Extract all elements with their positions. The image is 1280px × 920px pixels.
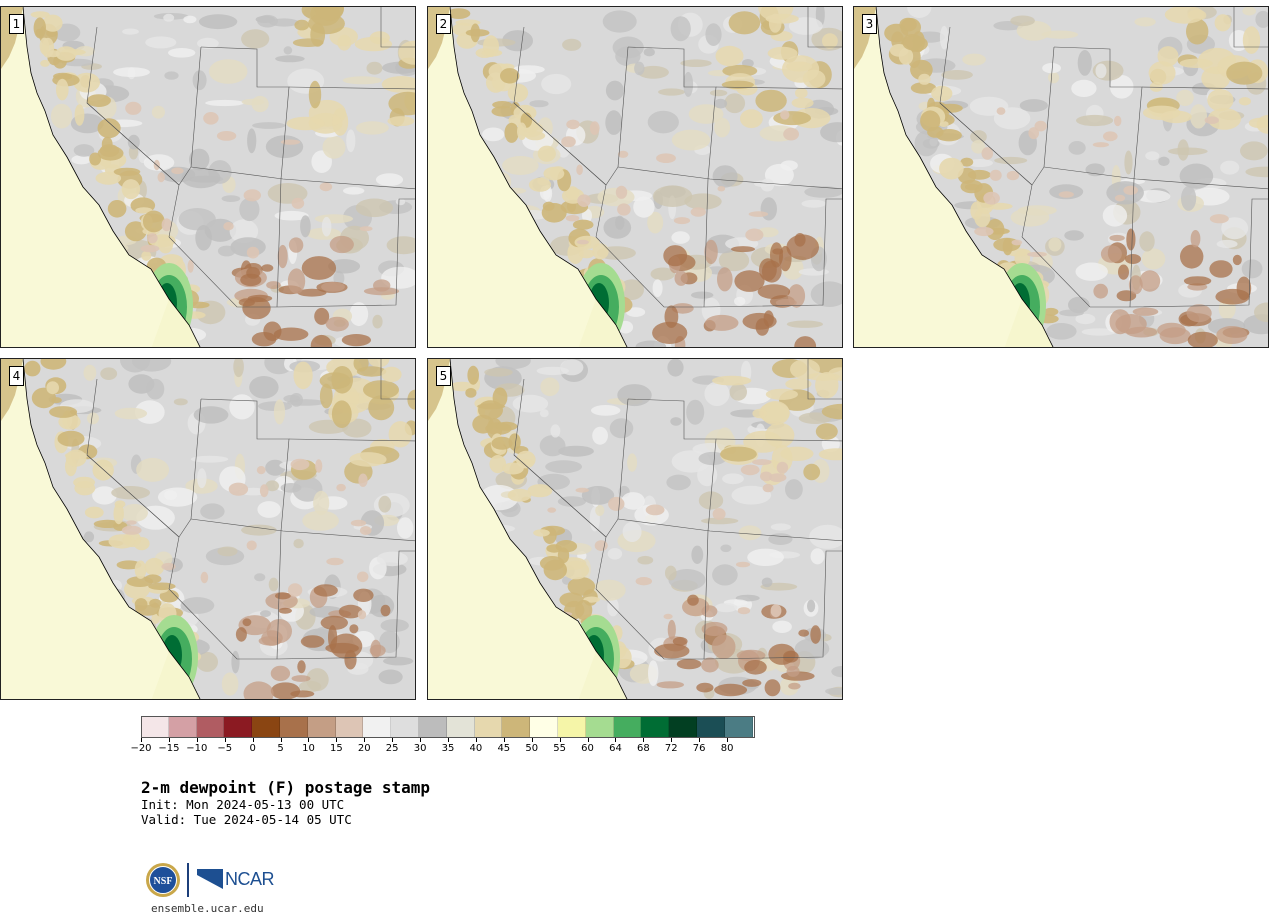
colorbar-ticks: −20 −15 −10 −5 0 5 10 15 20 25 30 35 40 45 50 55 60 64 68 7… [130,738,761,760]
colorbar-swatch [724,716,753,738]
member-number-label: 2 [436,14,451,34]
colorbar-tick [503,738,505,742]
colorbar-swatch [585,716,614,738]
colorbar-swatch [252,716,280,738]
colorbar-tick [475,738,477,742]
colorbar-tick [308,738,310,742]
member-number-label: 3 [862,14,877,34]
ensemble-member-map-4: 4 [0,358,416,700]
dewpoint-colorbar [141,716,753,738]
colorbar-tick [727,738,729,742]
site-url: ensemble.ucar.edu [151,902,264,915]
ncar-mark-icon [197,869,223,889]
colorbar-tick [141,738,142,742]
colorbar-tick-label: 15 [329,743,343,754]
colorbar-tick-label: 64 [609,743,622,754]
colorbar-tick-label: 76 [692,743,706,754]
colorbar-tick-label: −20 [130,743,152,754]
colorbar-tick [196,738,198,742]
colorbar-tick [280,738,282,742]
colorbar-swatch [557,716,586,738]
colorbar-swatch [474,716,503,738]
chart-title: 2-m dewpoint (F) postage stamp [141,778,430,797]
colorbar-swatch [363,716,392,738]
nsf-logo: NSF [146,863,180,897]
colorbar-tick [420,738,422,742]
colorbar-tick-label: 55 [553,743,566,754]
colorbar-tick-label: 0 [249,743,256,754]
ensemble-member-map-2: 2 [427,6,843,348]
valid-time: Valid: Tue 2024-05-14 05 UTC [141,812,352,827]
colorbar-tick [615,738,617,742]
colorbar-swatch [418,716,447,738]
colorbar-frame [141,716,755,738]
colorbar-tick-label: 5 [277,743,284,754]
colorbar-swatch [391,716,419,738]
colorbar-swatch [307,716,336,738]
colorbar-tick [364,738,366,742]
ncar-logo: NCAR [197,867,275,891]
colorbar-tick-label: 40 [469,743,483,754]
nsf-seal-rays [146,863,180,897]
dewpoint-map [854,7,1268,347]
member-number-label: 1 [9,14,24,34]
colorbar-swatch [696,716,725,738]
colorbar-tick-label: 20 [357,743,371,754]
colorbar-tick-label: 30 [413,743,427,754]
ensemble-member-map-3: 3 [853,6,1269,348]
colorbar-tick-label: 80 [720,743,734,754]
colorbar-tick-label: 50 [525,743,539,754]
colorbar-swatch [641,716,670,738]
colorbar-swatch [279,716,308,738]
colorbar-swatch [669,716,697,738]
colorbar-tick [168,738,170,742]
colorbar-tick [587,738,589,742]
ensemble-member-map-1: 1 [0,6,416,348]
colorbar-tick-label: 10 [302,743,315,754]
colorbar-tick-label: 35 [441,743,455,754]
colorbar-tick-label: −5 [217,743,233,754]
init-time: Init: Mon 2024-05-13 00 UTC [141,797,345,812]
colorbar-swatch [168,716,197,738]
ncar-logo-text: NCAR [225,868,275,889]
colorbar-tick [559,738,561,742]
colorbar-tick [448,738,449,742]
dewpoint-map [428,359,842,699]
colorbar-tick-label: −15 [158,743,180,754]
colorbar-swatch [446,716,475,738]
colorbar-swatch [224,716,253,738]
colorbar-tick-label: 60 [581,743,594,754]
colorbar-tick-label: 68 [636,743,650,754]
colorbar-tick [671,738,673,742]
colorbar-tick-label: 72 [664,743,678,754]
colorbar-swatch [335,716,364,738]
colorbar-tick [699,738,701,742]
ensemble-member-map-5: 5 [427,358,843,700]
colorbar-tick-label: 25 [385,743,399,754]
colorbar-tick [531,738,533,742]
colorbar-tick [336,738,338,742]
colorbar-tick [252,738,254,742]
colorbar-tick [224,738,226,742]
dewpoint-map [428,7,842,347]
nsf-logo-text: NSF [154,876,173,887]
colorbar-tick [392,738,394,742]
dewpoint-map [1,7,415,347]
colorbar-tick-label: −10 [186,743,208,754]
colorbar-swatch [502,716,531,738]
colorbar-tick [643,738,645,742]
member-number-label: 5 [436,366,451,386]
colorbar-swatch [196,716,225,738]
colorbar-swatch [530,716,558,738]
colorbar-swatch [613,716,642,738]
colorbar-swatch [141,716,169,738]
member-number-label: 4 [9,366,24,386]
colorbar-tick-label: 45 [497,743,511,754]
logo-divider [187,863,189,897]
dewpoint-map [1,359,415,699]
